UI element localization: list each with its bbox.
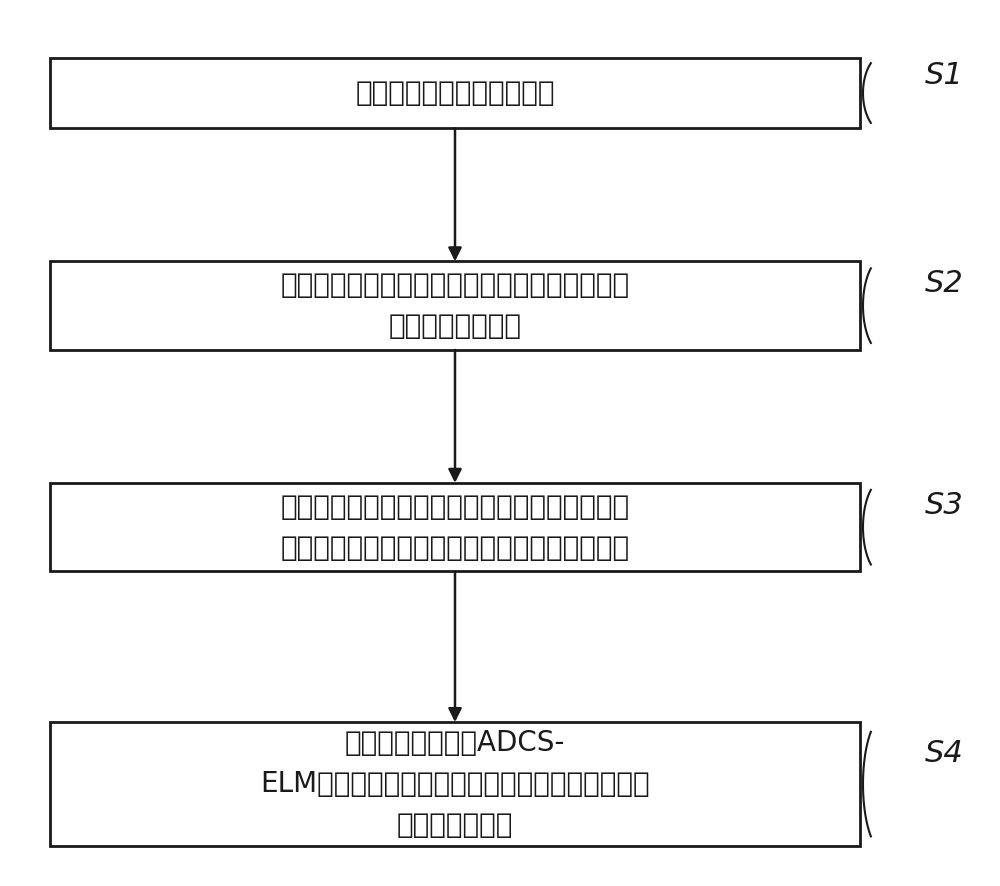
Text: S4: S4 xyxy=(925,739,964,767)
Bar xyxy=(50,483,860,571)
Text: 基于预先训练好的ADCS-
ELM网络对多个独立的特征向量进行故障诊断，输
出故障诊断结果: 基于预先训练好的ADCS- ELM网络对多个独立的特征向量进行故障诊断，输 出故… xyxy=(260,729,650,839)
Text: S2: S2 xyxy=(925,269,964,298)
Bar xyxy=(50,58,860,128)
Text: 基于经验模态分解与希尔伯特变换对获取的故障
数据进行降噪处理: 基于经验模态分解与希尔伯特变换对获取的故障 数据进行降噪处理 xyxy=(280,271,630,340)
Text: S3: S3 xyxy=(925,491,964,519)
Text: 获取盾构机刀具的故障数据: 获取盾构机刀具的故障数据 xyxy=(355,79,555,107)
Text: S1: S1 xyxy=(925,61,964,89)
Bar xyxy=(50,722,860,846)
Bar xyxy=(50,261,860,350)
Text: 基于独立分量分析方法对降噪处理后的故障数据
进行特征提取和分离，得到多个独立的特征向量: 基于独立分量分析方法对降噪处理后的故障数据 进行特征提取和分离，得到多个独立的特… xyxy=(280,493,630,562)
